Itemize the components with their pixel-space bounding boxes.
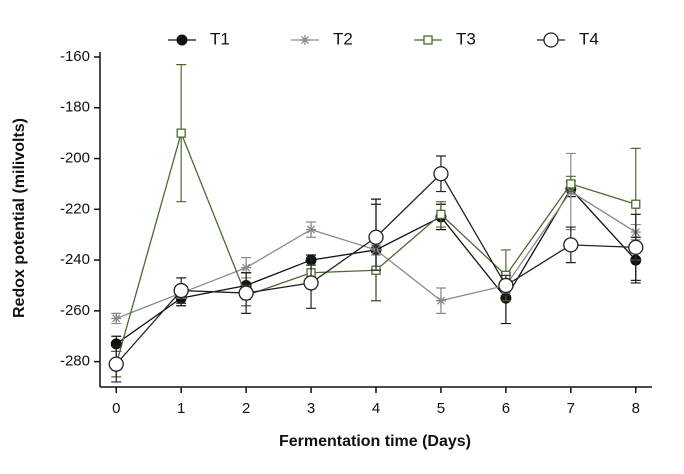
y-tick-label: -280 — [60, 353, 90, 370]
x-tick-label: 5 — [437, 400, 445, 417]
marker — [628, 239, 644, 256]
y-axis-title: Redox potential (milivolts) — [11, 118, 28, 318]
x-tick-label: 6 — [502, 400, 510, 417]
marker — [566, 179, 576, 189]
marker — [306, 224, 317, 235]
x-tick-label: 2 — [242, 400, 250, 417]
marker — [436, 209, 446, 220]
marker — [111, 313, 122, 324]
x-tick-label: 8 — [632, 400, 640, 417]
y-tick-label: -180 — [60, 99, 90, 116]
y-tick-label: -200 — [60, 150, 90, 167]
marker — [238, 285, 254, 301]
marker — [631, 199, 641, 209]
marker — [435, 295, 446, 306]
y-tick-label: -220 — [60, 200, 90, 217]
marker — [433, 166, 449, 182]
legend-label: T2 — [333, 29, 353, 48]
legend-marker — [176, 34, 188, 46]
marker — [173, 282, 189, 299]
y-tick-label: -160 — [60, 48, 90, 65]
legend-label: T3 — [456, 29, 476, 48]
y-tick-label: -240 — [60, 251, 90, 268]
marker — [176, 128, 186, 138]
x-tick-label: 3 — [307, 400, 315, 417]
x-axis-title: Fermentation time (Days) — [279, 433, 471, 450]
x-tick-label: 1 — [177, 400, 185, 417]
x-tick-label: 0 — [112, 400, 120, 417]
x-tick-label: 4 — [372, 400, 380, 417]
legend-marker — [300, 35, 310, 45]
marker — [368, 229, 384, 245]
marker — [498, 277, 514, 294]
marker — [563, 237, 579, 253]
marker — [108, 356, 124, 372]
marker — [303, 275, 319, 291]
legend-marker — [543, 32, 559, 48]
y-tick-label: -260 — [60, 302, 90, 319]
legend-marker — [423, 35, 433, 45]
legend-label: T1 — [210, 29, 230, 48]
x-tick-label: 7 — [567, 400, 575, 417]
legend-label: T4 — [579, 29, 599, 48]
marker — [241, 262, 252, 273]
